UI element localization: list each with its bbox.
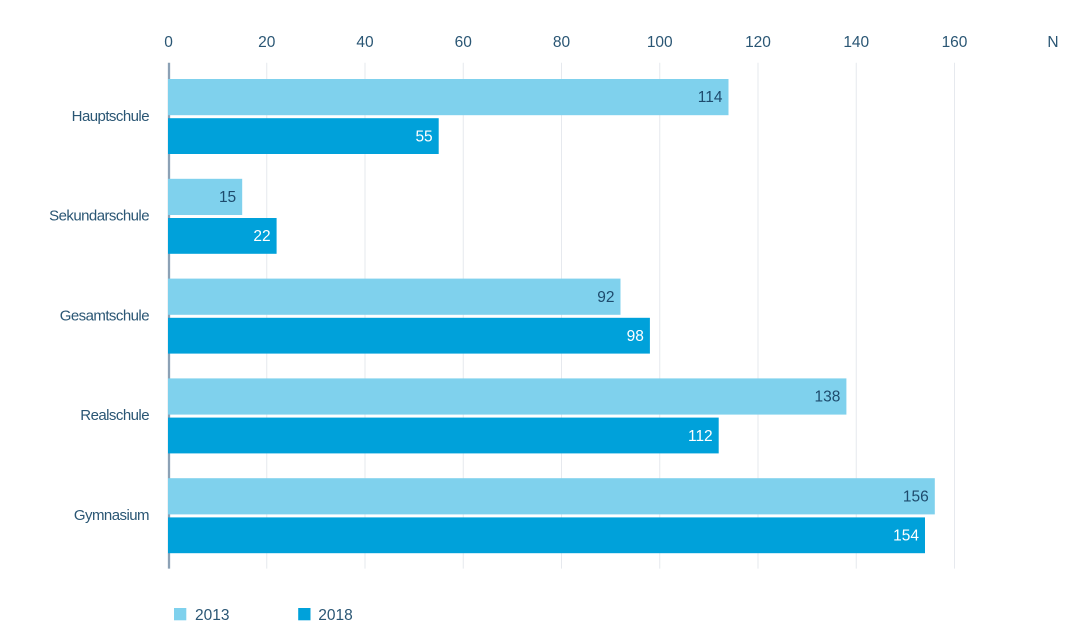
svg-text:55: 55	[415, 128, 432, 145]
svg-text:Realschule: Realschule	[80, 407, 149, 424]
svg-text:N: N	[1047, 34, 1058, 51]
svg-text:160: 160	[942, 34, 968, 51]
svg-text:0: 0	[164, 34, 173, 51]
svg-text:Hauptschule: Hauptschule	[72, 108, 150, 125]
svg-text:15: 15	[219, 189, 236, 206]
svg-text:112: 112	[688, 428, 713, 445]
svg-text:120: 120	[745, 34, 771, 51]
svg-text:60: 60	[455, 34, 473, 51]
svg-text:114: 114	[698, 89, 723, 106]
svg-text:140: 140	[843, 34, 869, 51]
svg-text:80: 80	[553, 34, 571, 51]
svg-text:Sekundarschule: Sekundarschule	[49, 208, 149, 225]
svg-text:Gymnasium: Gymnasium	[74, 507, 149, 524]
svg-text:154: 154	[893, 528, 919, 545]
svg-text:2018: 2018	[318, 607, 352, 624]
svg-text:40: 40	[356, 34, 374, 51]
svg-text:100: 100	[647, 34, 673, 51]
svg-text:138: 138	[815, 389, 841, 406]
svg-text:22: 22	[253, 228, 270, 245]
svg-text:156: 156	[903, 488, 929, 505]
svg-text:92: 92	[597, 289, 614, 306]
svg-text:Gesamtschule: Gesamtschule	[60, 307, 149, 324]
svg-text:20: 20	[258, 34, 276, 51]
svg-text:98: 98	[627, 328, 644, 345]
svg-text:2013: 2013	[195, 607, 229, 624]
